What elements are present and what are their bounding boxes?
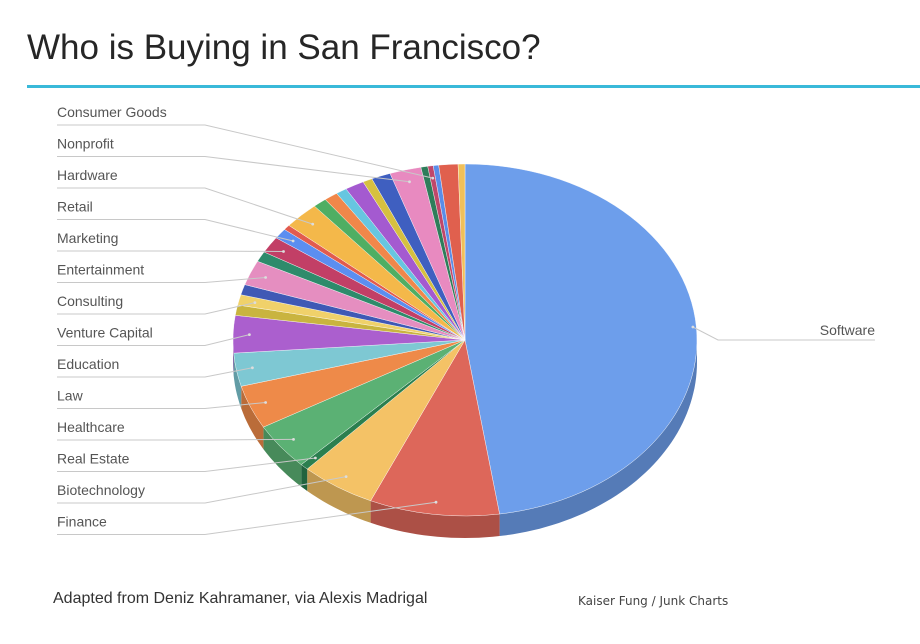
title-divider — [27, 85, 920, 88]
slice-label-nonprofit: Nonprofit — [57, 136, 114, 152]
slice-label-marketing: Marketing — [57, 230, 118, 246]
pie-wall-1 — [370, 500, 500, 538]
leader-dot — [248, 333, 251, 336]
pie-wall-0 — [499, 340, 697, 536]
slice-label-finance: Finance — [57, 514, 107, 530]
slice-label-real-estate: Real Estate — [57, 451, 130, 467]
slice-labels: Consumer Goods Nonprofit Hardware Retail Mar… — [57, 104, 875, 530]
pie-slice-finance — [370, 339, 500, 517]
leader-dot — [314, 456, 317, 460]
leader-line — [57, 187, 313, 225]
leader-line — [57, 476, 347, 504]
slice-label-venture-capital: Venture Capital — [57, 325, 153, 341]
slice-label-healthcare: Healthcare — [57, 419, 125, 435]
leader-dot — [264, 401, 267, 404]
slice-label-hardware: Hardware — [57, 167, 118, 183]
leader-line — [57, 438, 294, 441]
slice-label-retail: Retail — [57, 199, 93, 215]
slice-label-software: Software — [820, 322, 875, 338]
source-note: Adapted from Deniz Kahramaner, via Alexi… — [53, 590, 428, 607]
leader-dot — [434, 500, 438, 504]
leader-line — [57, 302, 256, 315]
leader-dot — [253, 301, 257, 304]
leader-dot — [344, 475, 348, 478]
leader-line — [57, 402, 266, 409]
leader-dot — [282, 250, 285, 253]
slice-label-entertainment: Entertainment — [57, 262, 144, 278]
leader-line — [57, 156, 410, 183]
pie-slice-software — [464, 163, 698, 515]
leader-dot — [691, 325, 695, 329]
pie-wall-2 — [307, 469, 371, 523]
leader-line — [57, 250, 284, 252]
slice-label-consulting: Consulting — [57, 293, 123, 309]
leader-line — [57, 219, 294, 242]
leader-dot — [291, 239, 295, 243]
leader-line-software — [692, 326, 875, 341]
credit-note: Kaiser Fung / Junk Charts — [578, 594, 729, 608]
leader-line — [57, 367, 253, 378]
chart-title: Who is Buying in San Francisco? — [27, 28, 541, 67]
leader-dot — [408, 180, 411, 184]
leader-lines — [57, 124, 875, 535]
pie-side-walls — [233, 340, 697, 538]
pie-top-slices — [232, 163, 698, 517]
slice-label-education: Education — [57, 356, 119, 372]
leader-dot — [264, 276, 267, 279]
leader-line — [57, 334, 250, 346]
leader-dot — [431, 176, 435, 180]
leader-line — [57, 124, 433, 179]
leader-line — [57, 277, 266, 283]
leader-dot — [251, 366, 254, 370]
pie-wall-5 — [241, 386, 264, 450]
leader-dot — [311, 222, 315, 226]
pie-wall-4 — [263, 427, 302, 487]
leader-line — [57, 457, 316, 472]
pie-slice-unlabeled-28 — [457, 163, 466, 341]
slice-label-law: Law — [57, 388, 84, 404]
leader-dot — [292, 438, 295, 441]
leader-line — [57, 501, 437, 535]
slice-label-biotechnology: Biotechnology — [57, 482, 145, 498]
pie-wall-6 — [233, 353, 242, 409]
slice-label-consumer-goods: Consumer Goods — [57, 104, 167, 120]
